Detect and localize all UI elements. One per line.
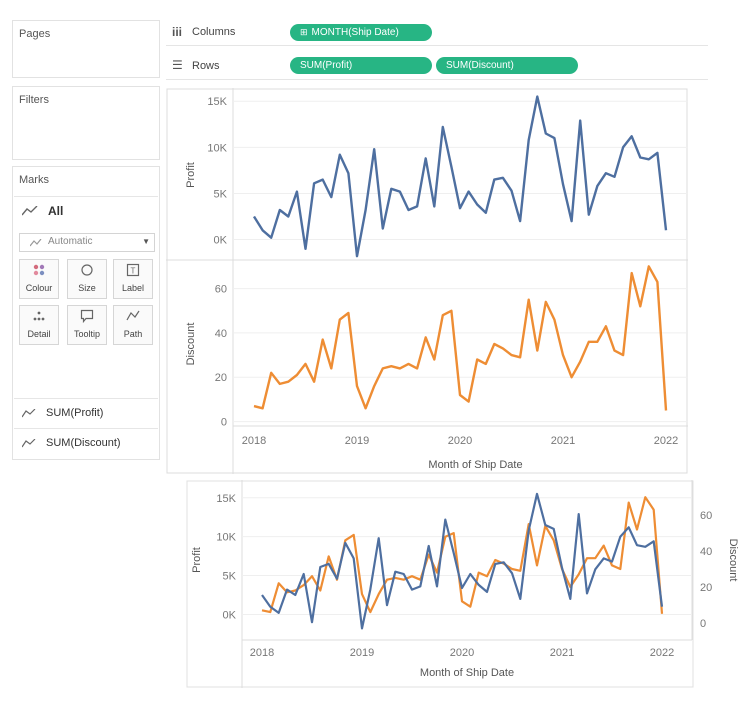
y-tick-label: 40 bbox=[215, 328, 227, 340]
x-tick-label: 2018 bbox=[242, 435, 266, 447]
measure-profit-label: SUM(Profit) bbox=[46, 407, 104, 419]
marks-all-row[interactable]: All bbox=[14, 196, 158, 225]
detail-card[interactable]: Detail bbox=[19, 305, 59, 345]
y-tick-label: 0K bbox=[214, 235, 228, 247]
x-tick-label: 2019 bbox=[345, 435, 369, 447]
tooltip-label: Tooltip bbox=[73, 329, 100, 339]
columns-icon: iii bbox=[172, 25, 183, 39]
tooltip-card[interactable]: Tooltip bbox=[67, 305, 107, 345]
profit-line bbox=[261, 492, 664, 630]
colour-label: Colour bbox=[25, 283, 53, 293]
measure-profit-row[interactable]: SUM(Profit) bbox=[14, 398, 158, 427]
filters-title: Filters bbox=[19, 94, 49, 106]
colour-icon bbox=[20, 263, 58, 283]
x-tick-label: 2020 bbox=[450, 647, 474, 659]
x-tick-label: 2020 bbox=[448, 435, 472, 447]
columns-label: Columns bbox=[192, 26, 236, 38]
size-icon bbox=[68, 263, 106, 283]
right-axis-title: Discount bbox=[727, 539, 739, 582]
x-axis-title: Month of Ship Date bbox=[428, 459, 522, 471]
y-tick-label: 15K bbox=[207, 96, 227, 108]
chart-bottom-canvas: 15K 10K 5K 0K 60 40 20 0 Profit Discount 2018 2019 2… bbox=[186, 480, 746, 690]
chevron-down-icon: ▼ bbox=[142, 237, 150, 246]
right-y-tick-label: 0 bbox=[700, 618, 706, 630]
size-label: Size bbox=[78, 283, 96, 293]
left-y-tick-label: 5K bbox=[223, 571, 237, 583]
columns-pill-label: MONTH(Ship Date) bbox=[311, 27, 399, 38]
dual-axis-chart: 15K 10K 5K 0K 60 40 20 0 Profit Discount 2018 2019 2… bbox=[186, 480, 739, 688]
path-icon bbox=[114, 309, 152, 329]
x-tick-label: 2018 bbox=[250, 647, 274, 659]
columns-pill-month[interactable]: ⊞ MONTH(Ship Date) bbox=[290, 24, 432, 41]
svg-text:T: T bbox=[131, 267, 136, 276]
chart-top-canvas: 15K 10K 5K 0K Profit 60 40 20 0 Discount 2018 2019 2… bbox=[166, 88, 688, 474]
line-mark-icon bbox=[30, 239, 42, 247]
y-axis-title: Discount bbox=[185, 323, 197, 366]
size-card[interactable]: Size bbox=[67, 259, 107, 299]
marks-all-label: All bbox=[48, 204, 64, 218]
rows-label: Rows bbox=[192, 60, 220, 72]
discount-line bbox=[253, 265, 668, 411]
right-y-tick-label: 60 bbox=[700, 510, 712, 522]
colour-card[interactable]: Colour bbox=[19, 259, 59, 299]
right-y-tick-label: 40 bbox=[700, 546, 712, 558]
label-card[interactable]: T Label bbox=[113, 259, 153, 299]
rows-pill-discount-label: SUM(Discount) bbox=[446, 60, 514, 71]
chart-frame bbox=[166, 88, 688, 474]
y-axis-title: Profit bbox=[185, 162, 197, 188]
line-mark-icon bbox=[22, 206, 38, 216]
x-tick-label: 2021 bbox=[550, 647, 574, 659]
rows-pill-profit[interactable]: SUM(Profit) bbox=[290, 57, 432, 74]
detail-icon bbox=[20, 309, 58, 329]
x-tick-label: 2022 bbox=[654, 435, 678, 447]
path-label: Path bbox=[123, 329, 143, 339]
label-icon: T bbox=[114, 263, 152, 283]
plus-box-icon: ⊞ bbox=[300, 27, 308, 37]
y-tick-label: 10K bbox=[207, 142, 227, 154]
left-y-tick-label: 15K bbox=[216, 493, 236, 505]
x-tick-label: 2022 bbox=[650, 647, 674, 659]
rows-pill-discount[interactable]: SUM(Discount) bbox=[436, 57, 578, 74]
tooltip-icon bbox=[68, 309, 106, 329]
pages-title: Pages bbox=[19, 28, 51, 40]
rows-shelf[interactable]: ☰ Rows bbox=[166, 53, 708, 80]
y-tick-label: 20 bbox=[215, 372, 227, 384]
discount-line bbox=[261, 496, 664, 614]
y-tick-label: 60 bbox=[215, 284, 227, 296]
filters-panel: Filters bbox=[12, 86, 160, 160]
x-axis-title: Month of Ship Date bbox=[420, 667, 514, 679]
line-mark-icon bbox=[22, 409, 36, 418]
right-y-tick-label: 20 bbox=[700, 582, 712, 594]
mark-type-label: Automatic bbox=[48, 236, 93, 247]
x-tick-label: 2019 bbox=[350, 647, 374, 659]
columns-shelf[interactable]: iii Columns bbox=[166, 21, 708, 46]
y-tick-label: 5K bbox=[214, 188, 228, 200]
path-card[interactable]: Path bbox=[113, 305, 153, 345]
rows-icon: ☰ bbox=[172, 58, 183, 72]
chart-frame bbox=[186, 480, 694, 688]
measure-discount-label: SUM(Discount) bbox=[46, 437, 121, 449]
y-tick-label: 0 bbox=[221, 417, 227, 429]
left-y-tick-label: 10K bbox=[216, 532, 236, 544]
left-y-tick-label: 0K bbox=[223, 609, 237, 621]
line-mark-icon bbox=[22, 439, 36, 448]
detail-label: Detail bbox=[27, 329, 51, 339]
profit-discount-chart: 15K 10K 5K 0K Profit 60 40 20 0 Discount 2018 2019 2… bbox=[166, 88, 688, 474]
mark-type-dropdown[interactable]: Automatic ▼ bbox=[19, 233, 155, 252]
x-tick-label: 2021 bbox=[551, 435, 575, 447]
measure-discount-row[interactable]: SUM(Discount) bbox=[14, 428, 158, 457]
rows-pill-profit-label: SUM(Profit) bbox=[300, 60, 353, 71]
pages-panel: Pages bbox=[12, 20, 160, 78]
label-card-label: Label bbox=[121, 283, 145, 293]
left-axis-title: Profit bbox=[191, 547, 203, 573]
marks-title: Marks bbox=[19, 174, 49, 186]
profit-line bbox=[252, 95, 668, 258]
